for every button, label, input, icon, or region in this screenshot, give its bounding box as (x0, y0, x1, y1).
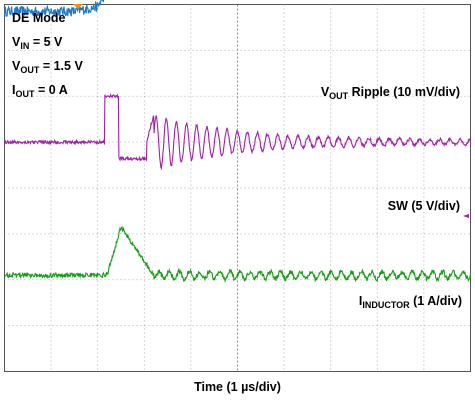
annotation-iout: IOUT = 0 A (12, 83, 68, 99)
trace-vout-ripple (3, 0, 105, 18)
annotation-vout: VOUT = 1.5 V (12, 59, 83, 75)
channel-marker-sw (463, 214, 469, 218)
trigger-marker (73, 4, 83, 9)
scope-plot: DE Mode VIN = 5 V VOUT = 1.5 V IOUT = 0 … (3, 0, 472, 372)
annotation-block: DE Mode VIN = 5 V VOUT = 1.5 V IOUT = 0 … (12, 11, 83, 99)
annotation-vin: VIN = 5 V (12, 35, 63, 51)
trace-inductor-current (4, 226, 472, 283)
trace-sw (4, 93, 471, 171)
series-label-vout-ripple: VOUT Ripple (10 mV/div) (321, 85, 460, 101)
grid (4, 4, 471, 372)
annotation-mode: DE Mode (12, 11, 66, 25)
x-axis-label: Time (1 µs/div) (194, 380, 281, 394)
series-label-sw: SW (5 V/div) (388, 199, 460, 213)
series-label-inductor-current: IINDUCTOR (1 A/div) (359, 294, 462, 310)
traces (3, 0, 472, 283)
